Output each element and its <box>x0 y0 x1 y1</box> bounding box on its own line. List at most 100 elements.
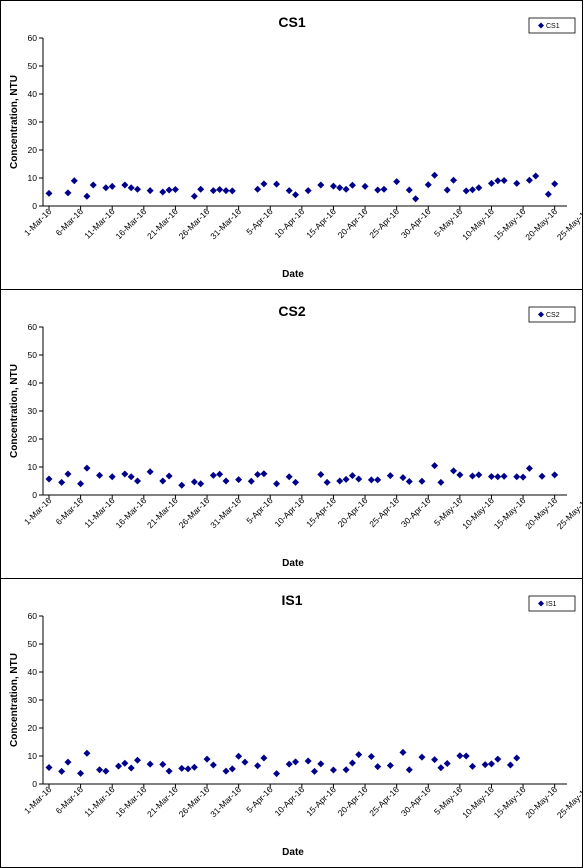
data-point <box>216 470 224 478</box>
chart-svg-cs2: CS2 CS2 0 10 20 30 40 50 60 1-Mar-16 6-Mar-1611-Ma… <box>9 303 582 569</box>
data-point <box>222 477 230 485</box>
data-point <box>83 464 91 472</box>
data-point <box>431 171 439 179</box>
data-point <box>108 182 116 190</box>
data-point <box>342 475 350 483</box>
x-tick-label: 10-May-16 <box>460 206 496 242</box>
y-tick-label: 50 <box>28 639 38 649</box>
data-point <box>487 473 495 481</box>
data-point <box>197 185 205 193</box>
data-point <box>190 763 198 771</box>
data-point <box>310 767 318 775</box>
x-tick-label: 10-Apr-16 <box>272 784 306 818</box>
data-point <box>317 471 325 479</box>
data-point <box>146 187 154 195</box>
data-point <box>494 177 502 185</box>
y-tick-label: 10 <box>28 173 38 183</box>
data-point <box>159 760 167 768</box>
legend: CS1 <box>528 17 576 34</box>
legend-label: CS2 <box>546 312 560 319</box>
x-tick-label: 10-Apr-16 <box>272 495 306 529</box>
chart-title: CS2 <box>278 303 305 319</box>
data-point <box>450 467 458 475</box>
data-point <box>304 187 312 195</box>
data-point <box>500 472 508 480</box>
data-point <box>77 480 85 488</box>
data-point <box>102 184 110 192</box>
data-point <box>399 474 407 482</box>
data-point <box>228 765 236 773</box>
y-tick-label: 60 <box>28 611 38 621</box>
data-point <box>203 755 211 763</box>
data-point <box>469 186 477 194</box>
chart-panel-is1: IS1 IS1 0 10 20 30 40 50 60 1-Mar-16 6-Mar-16 11-Ma… <box>0 578 583 868</box>
x-tick-label: 25-May-16 <box>555 784 582 820</box>
data-point <box>292 478 300 486</box>
y-tick-label: 60 <box>28 33 38 43</box>
data-point <box>304 757 312 765</box>
y-tick-label: 40 <box>28 89 38 99</box>
data-point <box>216 185 224 193</box>
y-tick-label: 20 <box>28 723 38 733</box>
data-point <box>342 185 350 193</box>
data-point <box>544 190 552 198</box>
data-point <box>386 762 394 770</box>
x-tick-label: 16-Mar-16 <box>113 495 148 530</box>
data-point <box>64 470 72 478</box>
x-tick-label: 5-Apr-16 <box>244 495 275 526</box>
data-point <box>399 748 407 756</box>
x-tick-label: 21-Mar-16 <box>145 206 180 241</box>
data-point <box>292 191 300 199</box>
series-markers <box>45 462 559 489</box>
x-tick-label: 11-Mar-16 <box>82 206 117 241</box>
x-axis-label: Date <box>282 558 304 569</box>
data-point <box>133 477 141 485</box>
data-point <box>273 770 281 778</box>
data-point <box>443 186 451 194</box>
data-point <box>513 473 521 481</box>
data-point <box>374 476 382 484</box>
data-point <box>146 468 154 476</box>
data-point <box>254 471 262 479</box>
x-tick-label: 5-May-16 <box>432 206 465 239</box>
data-point <box>64 758 72 766</box>
data-point <box>551 471 559 479</box>
x-tick-label: 15-May-16 <box>492 206 528 242</box>
data-point <box>127 184 135 192</box>
data-point <box>538 472 546 480</box>
chart-title: CS1 <box>278 14 305 30</box>
data-point <box>96 471 104 479</box>
data-point <box>317 760 325 768</box>
data-point <box>494 755 502 763</box>
series-markers <box>45 748 521 778</box>
x-tick-label: 25-Apr-16 <box>367 784 401 818</box>
y-tick-label: 40 <box>28 378 38 388</box>
x-tick-label: 6-Mar-16 <box>54 784 86 816</box>
data-point <box>178 481 186 489</box>
data-point <box>336 477 344 485</box>
data-point <box>418 753 426 761</box>
data-point <box>89 181 97 189</box>
data-point <box>273 480 281 488</box>
data-point <box>431 462 439 470</box>
x-tick-label: 31-Mar-16 <box>208 495 243 530</box>
legend-box <box>528 17 576 34</box>
data-point <box>209 471 217 479</box>
data-point <box>393 178 401 186</box>
data-point <box>64 189 72 197</box>
x-tick-label: 5-May-16 <box>432 784 465 817</box>
data-point <box>405 478 413 486</box>
data-point <box>260 754 268 762</box>
chart-panel-cs2: CS2 CS2 0 10 20 30 40 50 60 1-Mar-16 6-Mar-16 11-Ma… <box>0 289 583 579</box>
data-point <box>133 756 141 764</box>
x-tick-label: 20-May-16 <box>523 206 559 242</box>
x-tick-label: 16-Mar-16 <box>113 206 148 241</box>
data-point <box>58 767 66 775</box>
x-tick-label: 10-May-16 <box>460 784 496 820</box>
x-tick-label: 30-Apr-16 <box>399 495 433 529</box>
legend-box <box>528 306 576 323</box>
legend: IS1 <box>528 595 576 612</box>
x-tick-label: 20-Apr-16 <box>336 784 370 818</box>
x-tick-label: 31-Mar-16 <box>208 784 243 819</box>
x-tick-label: 31-Mar-16 <box>208 206 243 241</box>
